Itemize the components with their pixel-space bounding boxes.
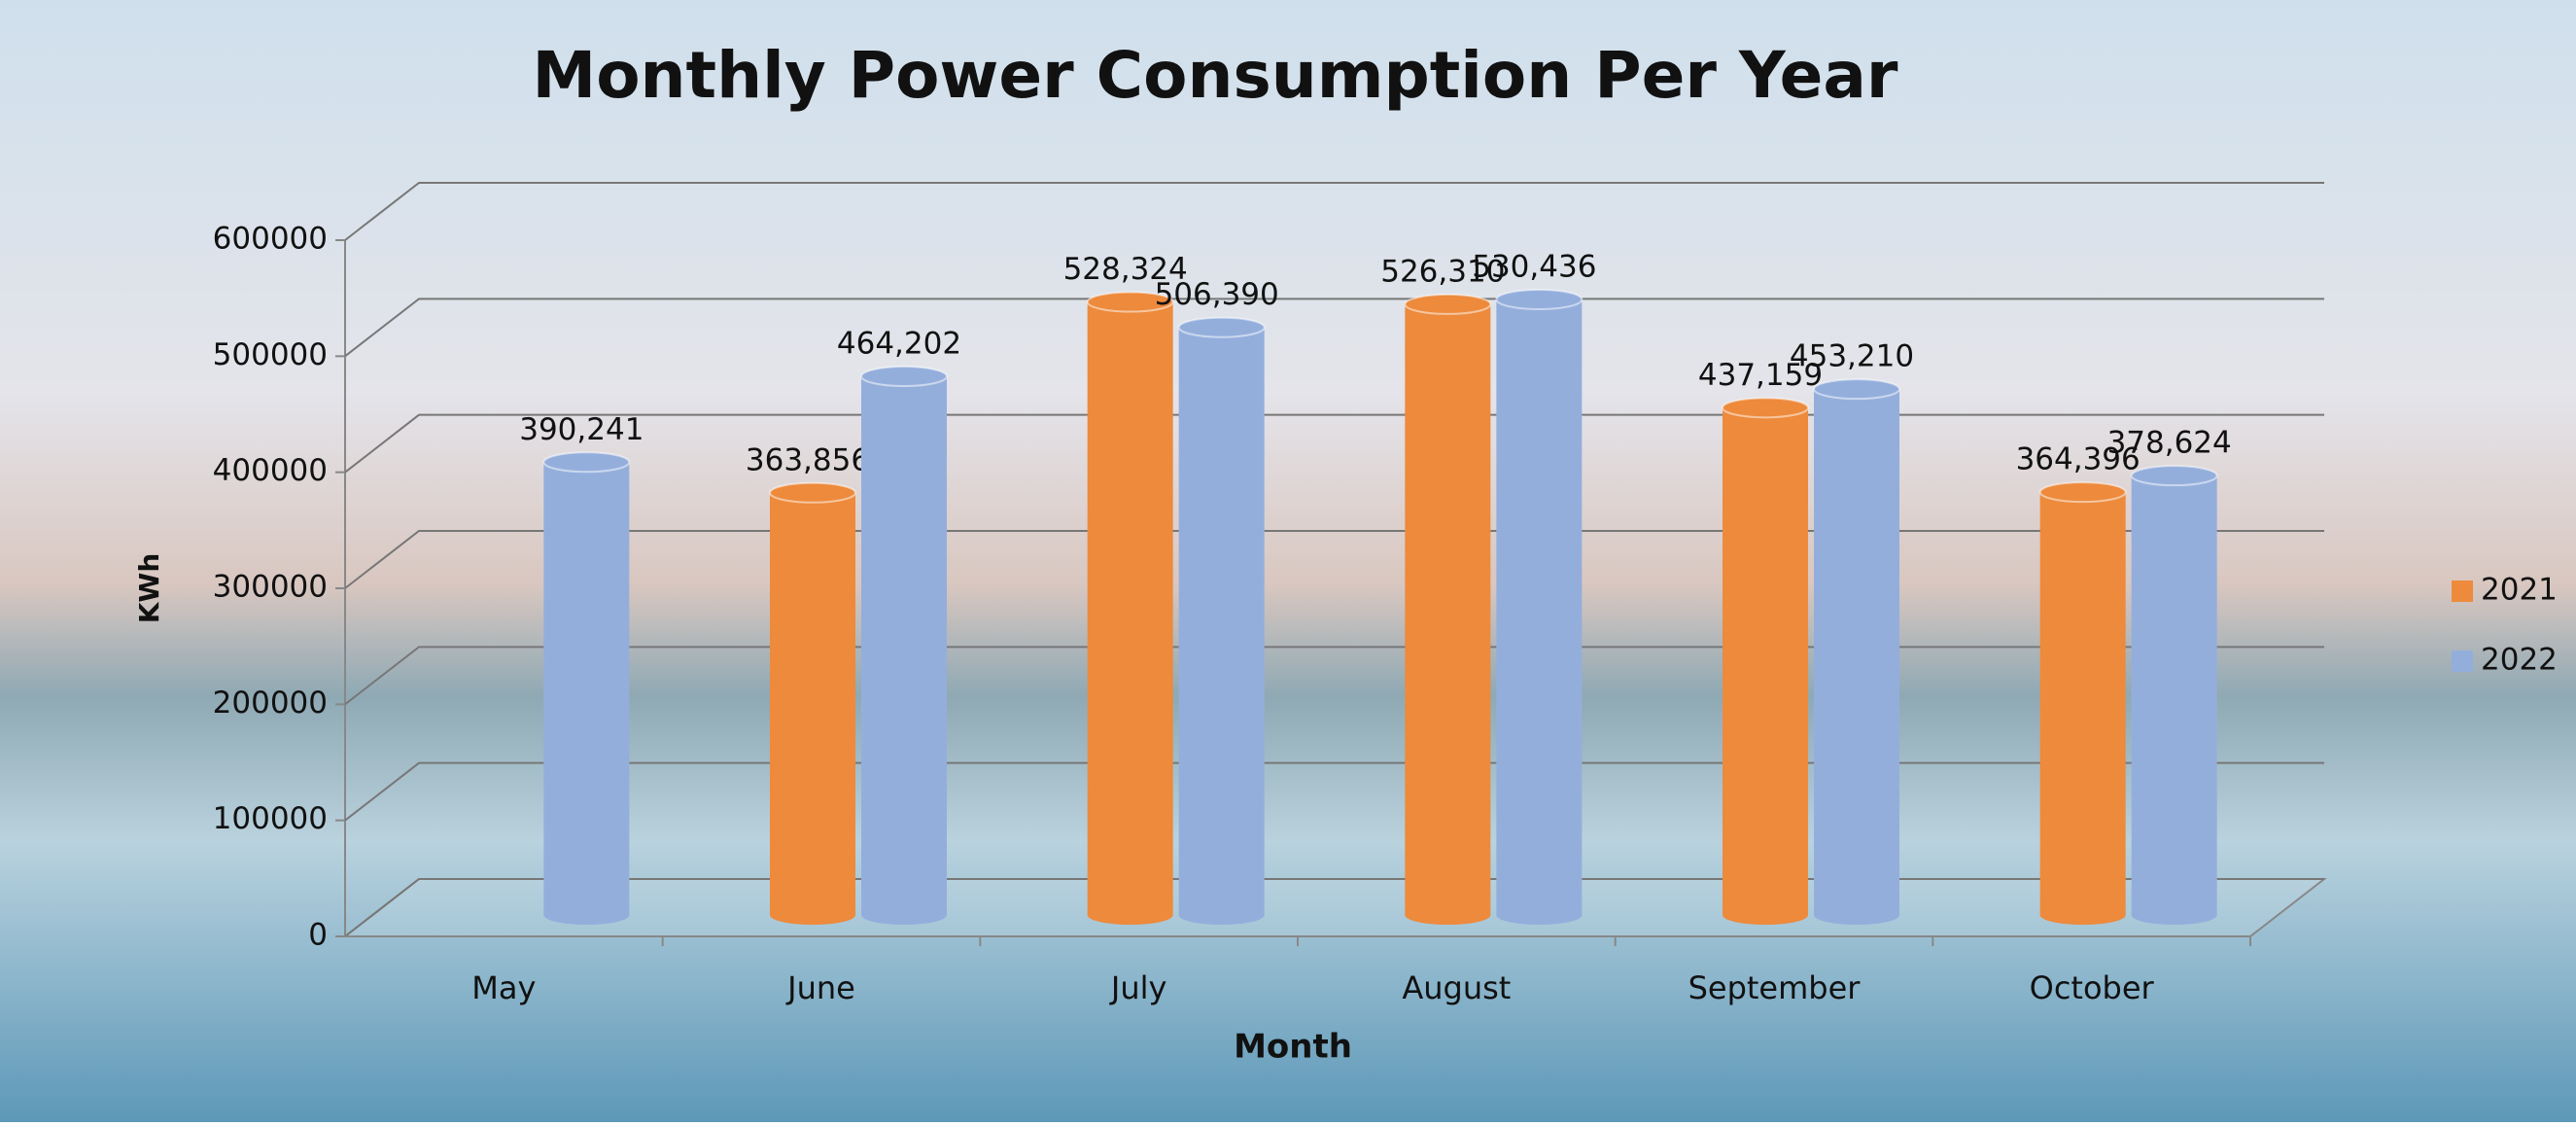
- value-label: 453,210: [1790, 339, 1914, 374]
- legend-swatch: [2452, 581, 2473, 602]
- legend-swatch: [2452, 651, 2473, 672]
- bar: [770, 492, 855, 915]
- bar-base: [1723, 905, 1808, 925]
- value-label: 390,241: [519, 412, 644, 447]
- y-tick-label: 100000: [213, 801, 328, 836]
- bar-base: [2039, 905, 2126, 925]
- plot: 0 100000 200000 300000 400000 500000 600000 May…: [213, 182, 2558, 1006]
- grid-line: [344, 761, 2324, 822]
- grid-line: [344, 530, 2324, 589]
- bar-top: [1722, 397, 1809, 419]
- chart-title: Monthly Power Consumption Per Year: [533, 38, 1898, 113]
- grid-line: [344, 298, 2324, 358]
- y-tick-label: 0: [308, 918, 328, 953]
- y-tick-label: 300000: [213, 570, 328, 605]
- bar: [2039, 492, 2126, 915]
- bar: [543, 462, 630, 915]
- value-label: 364,396: [2016, 442, 2141, 477]
- bar: [1087, 301, 1173, 916]
- x-tick-label: May: [471, 969, 536, 1006]
- bar-top: [860, 366, 948, 388]
- floor: [342, 878, 2327, 937]
- y-tick-label: 200000: [213, 686, 328, 721]
- value-label: 530,436: [1472, 250, 1596, 285]
- value-label: 506,390: [1155, 277, 1279, 312]
- bar-top: [2130, 465, 2218, 487]
- bar-base: [543, 905, 630, 925]
- value-label: 437,159: [1698, 358, 1823, 393]
- value-label: 526,310: [1380, 254, 1505, 289]
- x-tick-label: September: [1688, 969, 1862, 1006]
- bar-top: [1495, 289, 1584, 311]
- value-label: 528,324: [1063, 252, 1188, 287]
- legend-label: 2021: [2481, 573, 2558, 608]
- bar-base: [1405, 905, 1491, 925]
- legend-label: 2022: [2481, 643, 2558, 678]
- bar-top: [1404, 293, 1492, 315]
- bar-top: [769, 481, 856, 504]
- bar: [1405, 303, 1491, 915]
- grid-line: [344, 646, 2324, 706]
- bar: [1814, 389, 1899, 915]
- bar-base: [770, 905, 855, 925]
- grid-line: [344, 182, 2324, 241]
- y-axis-title: KWh: [133, 553, 165, 624]
- bar-base: [1087, 905, 1173, 925]
- bar-base: [1496, 905, 1583, 925]
- value-label: 464,202: [837, 327, 961, 362]
- bar-top: [2038, 481, 2127, 504]
- bar-top: [1813, 378, 1900, 401]
- bar: [861, 376, 947, 916]
- x-tick-label: October: [2030, 969, 2155, 1006]
- bar-base: [1178, 905, 1265, 925]
- y-tick-label: 500000: [213, 337, 328, 372]
- bar-top: [1177, 316, 1266, 338]
- bar-base: [861, 905, 947, 925]
- bar-base: [2131, 905, 2217, 925]
- grid-line: [344, 413, 2324, 474]
- bar: [1723, 407, 1808, 915]
- bar: [1178, 327, 1265, 915]
- bar: [2131, 475, 2217, 915]
- value-label: 378,624: [2107, 426, 2232, 461]
- bar-base: [1814, 905, 1899, 925]
- value-label: 363,856: [746, 442, 870, 477]
- bar: [1496, 299, 1583, 915]
- x-tick-label: July: [1109, 969, 1167, 1006]
- bar-top: [1086, 291, 1174, 313]
- y-tick-label: 600000: [213, 222, 328, 257]
- x-tick-label: June: [785, 969, 855, 1006]
- x-tick-label: August: [1402, 969, 1511, 1006]
- x-axis-title: Month: [1234, 1028, 1352, 1067]
- bar-top: [542, 451, 631, 474]
- grid-line: [344, 878, 2324, 937]
- y-tick-label: 400000: [213, 453, 328, 488]
